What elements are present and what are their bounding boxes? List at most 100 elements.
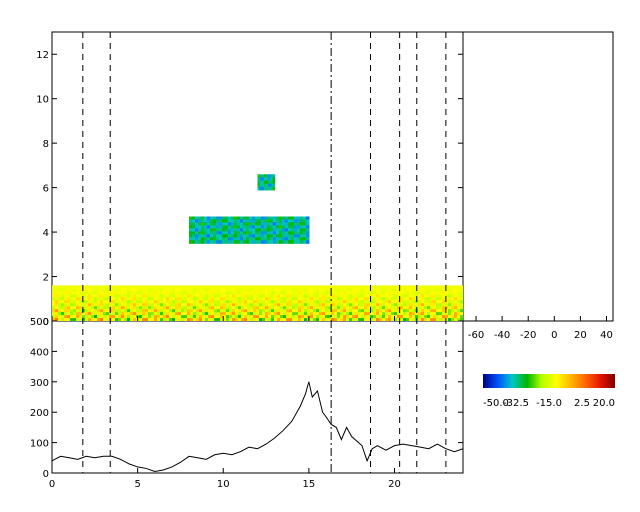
heatmap-cell-0-134-4 — [454, 297, 458, 301]
heatmap-cell-0-111-7 — [385, 306, 389, 310]
heatmap-cell-0-16-0 — [100, 285, 104, 289]
heatmap-cell-1-36-4 — [296, 228, 301, 232]
heatmap-cell-0-96-4 — [340, 297, 344, 301]
heatmap-cell-0-103-4 — [361, 297, 365, 301]
heatmap-cell-0-104-0 — [364, 285, 368, 289]
heatmap-cell-0-102-1 — [358, 288, 362, 292]
heatmap-cell-1-13-4 — [227, 228, 232, 232]
heatmap-cell-0-36-4 — [160, 297, 164, 301]
heatmap-cell-0-126-2 — [430, 291, 434, 295]
heatmap-cell-0-49-11 — [199, 318, 203, 321]
heatmap-cell-0-107-6 — [373, 303, 377, 307]
heatmap-cell-2-7-2 — [272, 180, 276, 185]
heatmap-cell-1-4-5 — [200, 231, 205, 235]
heatmap-cell-0-104-9 — [364, 312, 368, 316]
heatmap-cell-0-63-0 — [241, 285, 245, 289]
heatmap-cell-0-27-11 — [133, 318, 137, 321]
heatmap-cell-0-109-4 — [379, 297, 383, 301]
heatmap-cell-0-13-8 — [91, 309, 95, 313]
heatmap-cell-0-112-6 — [388, 303, 392, 307]
heatmap-cell-1-29-0 — [275, 216, 280, 221]
heatmap-cell-0-99-4 — [349, 297, 353, 301]
heatmap-cell-0-79-1 — [289, 288, 293, 292]
heatmap-cell-0-57-11 — [223, 318, 227, 321]
heatmap-cell-0-89-1 — [319, 288, 323, 292]
heatmap-cell-0-84-2 — [304, 291, 308, 295]
heatmap-cell-0-21-5 — [115, 300, 119, 304]
heatmap-cell-0-20-5 — [112, 300, 116, 304]
heatmap-cell-0-85-1 — [307, 288, 311, 292]
heatmap-cell-1-24-3 — [260, 225, 265, 229]
heatmap-cell-0-128-11 — [436, 318, 440, 321]
heatmap-cell-1-38-7 — [302, 237, 307, 241]
heatmap-cell-1-12-2 — [224, 222, 229, 227]
heatmap-cell-2-4-1 — [266, 177, 269, 182]
heatmap-cell-0-133-4 — [451, 297, 455, 301]
heatmap-cell-0-51-0 — [205, 285, 209, 289]
heatmap-cell-0-35-0 — [157, 285, 161, 289]
heatmap-cell-0-51-2 — [205, 291, 209, 295]
heatmap-cell-0-34-4 — [154, 297, 158, 301]
heatmap-cell-0-52-9 — [208, 312, 212, 316]
heatmap-cell-0-18-6 — [106, 303, 110, 307]
heatmap-cell-2-3-1 — [263, 177, 267, 182]
heatmap-cell-0-50-6 — [202, 303, 206, 307]
heatmap-cell-0-106-9 — [370, 312, 374, 316]
heatmap-cell-0-66-7 — [250, 306, 254, 310]
heatmap-cell-0-89-11 — [319, 318, 323, 321]
heatmap-cell-0-106-7 — [370, 306, 374, 310]
heatmap-cell-0-57-2 — [223, 291, 227, 295]
heatmap-cell-0-40-6 — [172, 303, 176, 307]
heatmap-cell-1-1-0 — [191, 216, 196, 221]
heatmap-cell-0-44-0 — [184, 285, 188, 289]
heatmap-cell-0-42-0 — [178, 285, 182, 289]
heatmap-cell-0-103-8 — [361, 309, 365, 313]
heatmap-cell-0-4-9 — [64, 312, 68, 316]
heatmap-cell-0-50-11 — [202, 318, 206, 321]
heatmap-cell-0-70-4 — [262, 297, 266, 301]
heatmap-cell-1-13-5 — [227, 231, 232, 235]
heatmap-cell-0-71-10 — [265, 315, 269, 319]
heatmap-cell-1-6-7 — [206, 237, 211, 241]
heatmap-cell-0-111-1 — [385, 288, 389, 292]
heatmap-cell-0-60-7 — [232, 306, 236, 310]
heatmap-cell-0-62-6 — [238, 303, 242, 307]
heatmap-cell-0-90-0 — [322, 285, 326, 289]
heatmap-cell-0-99-10 — [349, 315, 353, 319]
heatmap-cell-0-96-5 — [340, 300, 344, 304]
heatmap-cell-0-0-5 — [52, 300, 56, 304]
heatmap-cell-0-80-5 — [292, 300, 296, 304]
heatmap-cell-0-127-10 — [433, 315, 437, 319]
heatmap-cell-0-133-2 — [451, 291, 455, 295]
heatmap-cell-1-18-0 — [242, 216, 247, 221]
heatmap-cell-0-83-8 — [301, 309, 305, 313]
heatmap-cell-0-3-4 — [61, 297, 65, 301]
heatmap-cell-1-33-1 — [287, 219, 292, 224]
heatmap-cell-0-24-6 — [124, 303, 128, 307]
heatmap-cell-0-95-11 — [337, 318, 341, 321]
heatmap-cell-0-43-8 — [181, 309, 185, 313]
heatmap-cell-0-63-10 — [241, 315, 245, 319]
heatmap-cell-0-83-5 — [301, 300, 305, 304]
heatmap-cell-0-116-2 — [400, 291, 404, 295]
heatmap-cell-1-14-3 — [230, 225, 235, 229]
heatmap-cell-0-18-5 — [106, 300, 110, 304]
heatmap-cell-1-1-3 — [191, 225, 196, 229]
heatmap-cell-0-9-2 — [79, 291, 83, 295]
heatmap-cell-0-20-0 — [112, 285, 116, 289]
heatmap-cell-0-75-11 — [277, 318, 281, 321]
heatmap-cell-0-122-10 — [418, 315, 422, 319]
heatmap-cell-0-31-0 — [145, 285, 149, 289]
heatmap-cell-0-54-2 — [214, 291, 218, 295]
heatmap-cell-0-88-7 — [316, 306, 320, 310]
heatmap-cell-0-22-8 — [118, 309, 122, 313]
heatmap-cell-0-56-11 — [220, 318, 224, 321]
heatmap-cell-0-26-3 — [130, 294, 134, 298]
heatmap-cell-0-119-8 — [409, 309, 413, 313]
heatmap-cell-0-123-11 — [421, 318, 425, 321]
heatmap-cell-0-42-7 — [178, 306, 182, 310]
heatmap-cell-1-11-1 — [221, 219, 226, 224]
heatmap-cell-0-128-4 — [436, 297, 440, 301]
heatmap-cell-0-98-4 — [346, 297, 350, 301]
heatmap-cell-0-64-10 — [244, 315, 248, 319]
